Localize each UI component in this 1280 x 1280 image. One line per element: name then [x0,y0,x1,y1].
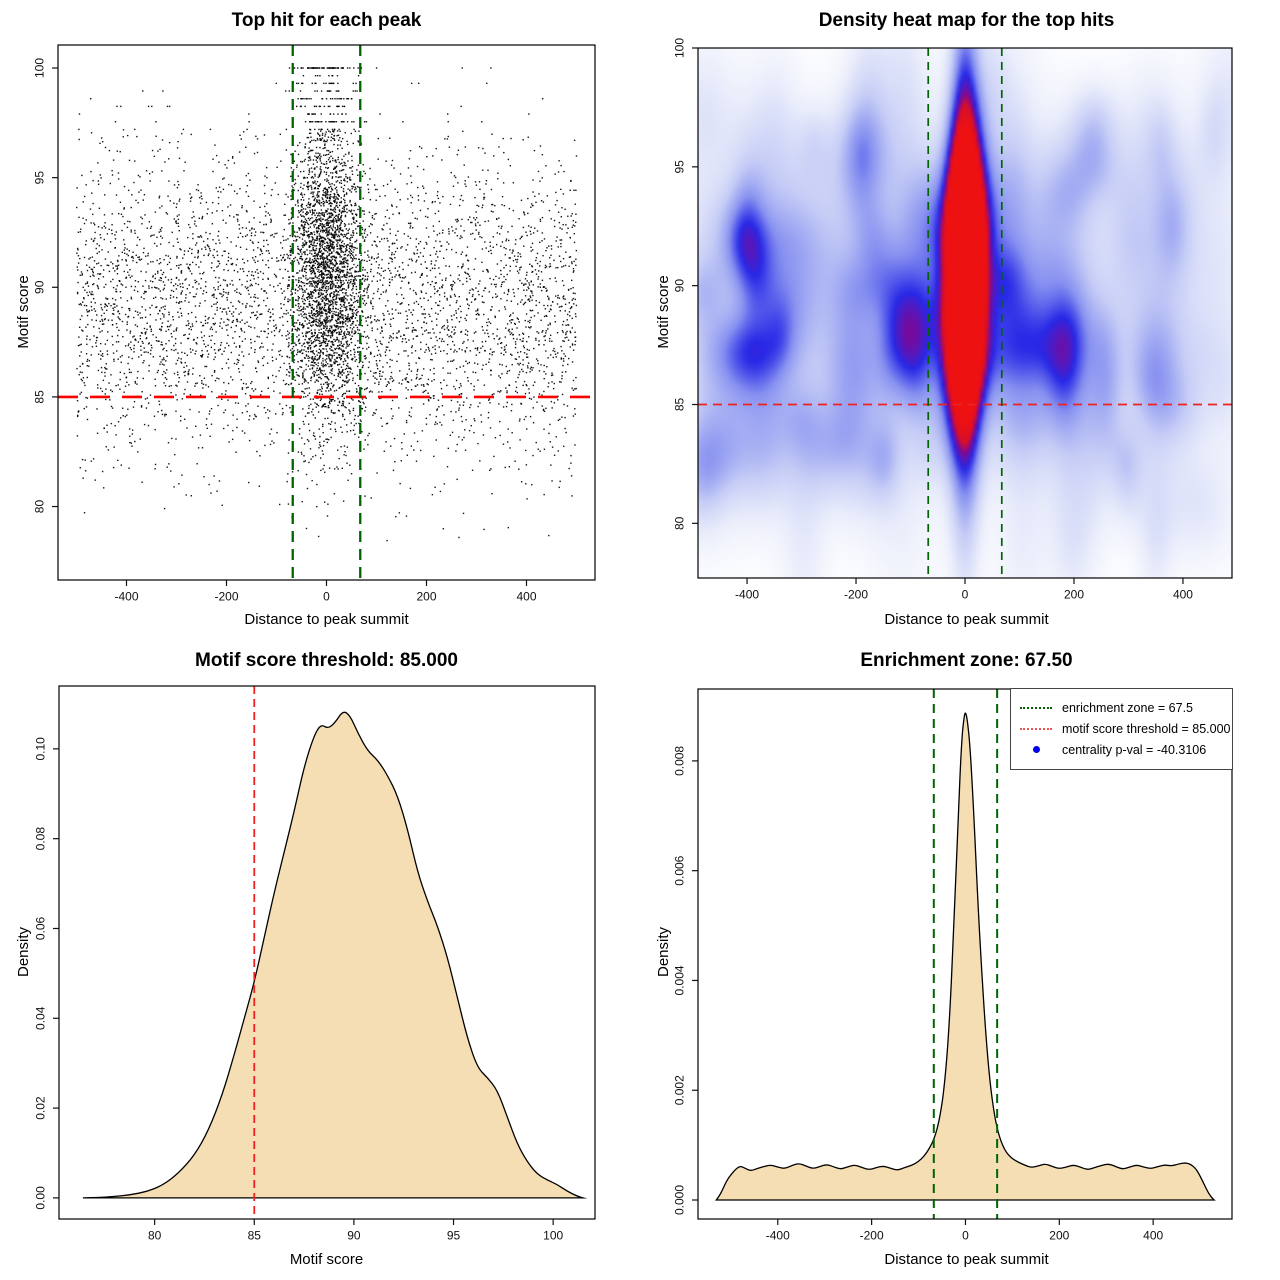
y-axis-label: Density [655,926,672,978]
panel-title: Motif score threshold: 85.000 [195,650,458,671]
legend-item-motif-threshold: motif score threshold = 85.000 [1019,718,1231,739]
legend-item-centrality-pval: centrality p-val = -40.3106 [1019,739,1226,760]
panel-enrichment-zone-density: Enrichment zone: 67.50 Distance to peak … [640,640,1280,1280]
heatmap-canvas [640,0,1280,640]
y-axis-label: Motif score [655,275,672,349]
legend-label: motif score threshold = 85.000 [1062,721,1231,736]
y-axis-label: Motif score [15,275,32,349]
dot-icon [1019,746,1053,753]
x-axis-label: Distance to peak summit [884,1251,1049,1268]
panel-motif-score-density: Motif score threshold: 85.000 Motif scor… [0,640,640,1280]
legend-label: centrality p-val = -40.3106 [1062,742,1207,757]
dotted-line-icon [1019,706,1053,709]
x-axis-label: Distance to peak summit [244,611,409,628]
panel-title: Top hit for each peak [231,10,422,31]
panel-scatter-top-hits: Top hit for each peak Distance to peak s… [0,0,640,640]
legend-item-enrichment-zone: enrichment zone = 67.5 [1019,697,1226,718]
motif-density-canvas [0,640,640,1280]
legend-label: enrichment zone = 67.5 [1062,700,1193,715]
panel-title: Enrichment zone: 67.50 [860,650,1073,671]
y-axis-label: Density [15,926,32,978]
panel-density-heatmap: Density heat map for the top hits Distan… [640,0,1280,640]
panel-title: Density heat map for the top hits [818,10,1115,31]
scatter-plot-canvas [0,0,640,640]
dotted-line-icon [1019,727,1053,730]
x-axis-label: Distance to peak summit [884,611,1049,628]
plot-legend: enrichment zone = 67.5 motif score thres… [1010,688,1233,770]
x-axis-label: Motif score [289,1251,364,1268]
